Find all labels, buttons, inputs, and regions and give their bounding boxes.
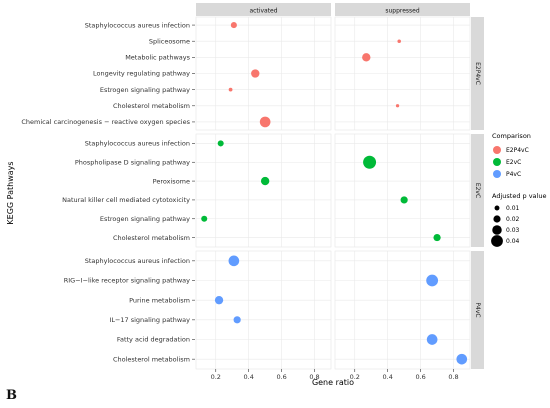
legend-size-label: 0.04 [506,238,520,245]
legend-size-key [493,215,501,223]
x-tick-label: 0.6 [415,373,425,381]
facet-strip-suppressed [335,3,470,16]
pathway-label: Purine metabolism [129,296,190,304]
panel-E2vC-suppressed [334,133,471,248]
facet-strip-label-suppressed: suppressed [385,8,420,15]
pathway-label: Estrogen signaling pathway [100,215,190,223]
data-point [214,295,224,305]
data-point [362,53,371,62]
pathway-label: Staphylococcus aureus infection [85,257,190,265]
pathway-label: Staphylococcus aureus infection [85,21,190,29]
data-point [201,215,208,222]
data-point [456,353,468,365]
x-tick-label: 0.8 [448,373,458,381]
x-tick-label: 0.2 [350,373,360,381]
data-point [395,104,400,108]
figure-panel-label: B [6,388,17,403]
data-point [259,116,271,128]
x-axis-title: Gene ratio [312,378,354,387]
legend-size-label: 0.03 [506,227,520,234]
pathway-label: Longevity regulating pathway [93,70,190,78]
pathway-label: RIG−I−like receptor signaling pathway [64,277,190,285]
data-point [228,87,233,92]
legend-label: E2vC [506,159,521,166]
x-tick-label: 0.4 [383,373,393,381]
pathway-label: Estrogen signaling pathway [100,86,190,94]
panel-E2vC-activated [195,133,332,248]
data-point [426,274,439,287]
facet-strip-P4vC [471,251,484,369]
legend-key [493,146,501,154]
x-tick-label: 0.6 [276,373,286,381]
x-tick-label: 0.2 [211,373,221,381]
facet-strip-E2P4vC [471,17,484,130]
legend-size-key [492,225,502,235]
facet-strip-activated [196,3,331,16]
facet-strip-label-E2vC: E2vC [474,183,481,198]
pathway-label: Staphylococcus aureus infection [85,140,190,148]
legend-title-p-value: Adjusted p value [492,192,546,200]
pathway-label: Cholesterol metabolism [113,102,190,110]
pathway-label: IL−17 signaling pathway [109,316,190,324]
pathway-label: Chemical carcinogenesis − reactive oxyge… [21,118,190,126]
legend-size-key [491,235,503,247]
data-point [363,155,377,169]
pathway-label: Fatty acid degradation [117,336,190,344]
pathway-label: Natural killer cell mediated cytotoxicit… [62,196,190,204]
data-point [228,255,240,267]
legend-label: E2P4vC [506,147,529,154]
facet-strip-label-P4vC: P4vC [474,302,481,317]
data-point [400,196,408,204]
legend-label: P4vC [506,171,521,178]
pathway-label: Peroxisome [153,177,190,185]
facet-strip-label-E2P4vC: E2P4vC [474,62,481,85]
data-point [217,140,224,147]
data-point [433,233,441,242]
pathway-label: Phospholipase D signaling pathway [75,158,190,166]
facet-strip-E2vC [471,134,484,247]
x-tick-label: 0.4 [244,373,254,381]
panel-P4vC-activated [195,250,332,370]
legend-title-comparison: Comparison [492,132,531,140]
pathway-label: Cholesterol metabolism [113,355,190,363]
data-point [397,39,401,43]
data-point [233,316,241,324]
panel-P4vC-suppressed [334,250,471,370]
x-tick-label: 0.8 [309,373,319,381]
legend-key [493,170,501,178]
facet-strip-label-activated: activated [249,8,277,15]
legend-size-label: 0.02 [506,216,520,223]
legend-size-label: 0.01 [506,205,520,212]
data-point [260,176,270,186]
data-point [230,22,237,29]
pathway-label: Cholesterol metabolism [113,234,190,242]
y-axis-title: KEGG Pathways [6,161,15,224]
data-point [251,69,260,78]
pathway-label: Spliceosome [149,37,190,45]
legend-size-key [494,205,500,211]
data-point [426,334,438,345]
legend-key [493,158,501,166]
pathway-label: Metabolic pathways [125,54,190,62]
